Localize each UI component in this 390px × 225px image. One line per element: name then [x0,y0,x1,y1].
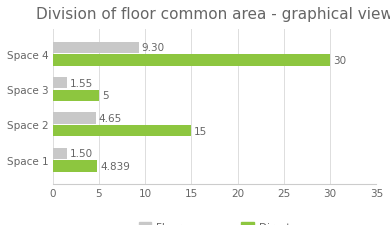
Bar [53,43,139,54]
Bar [53,55,330,66]
Bar [53,126,191,137]
Text: 9.30: 9.30 [142,43,165,53]
Bar [53,113,96,124]
Bar [53,161,98,172]
Bar [53,78,67,89]
Text: 4.65: 4.65 [99,113,122,124]
Text: 1.50: 1.50 [69,148,92,159]
Legend: Floor common, Direct: Floor common, Direct [135,218,295,225]
Bar [53,90,99,102]
Text: 1.55: 1.55 [70,78,93,88]
Text: 15: 15 [194,126,207,136]
Text: 4.839: 4.839 [100,161,130,171]
Bar [53,148,67,159]
Text: 5: 5 [102,91,108,101]
Text: 30: 30 [333,56,346,66]
Title: Division of floor common area - graphical view: Division of floor common area - graphica… [36,7,390,22]
